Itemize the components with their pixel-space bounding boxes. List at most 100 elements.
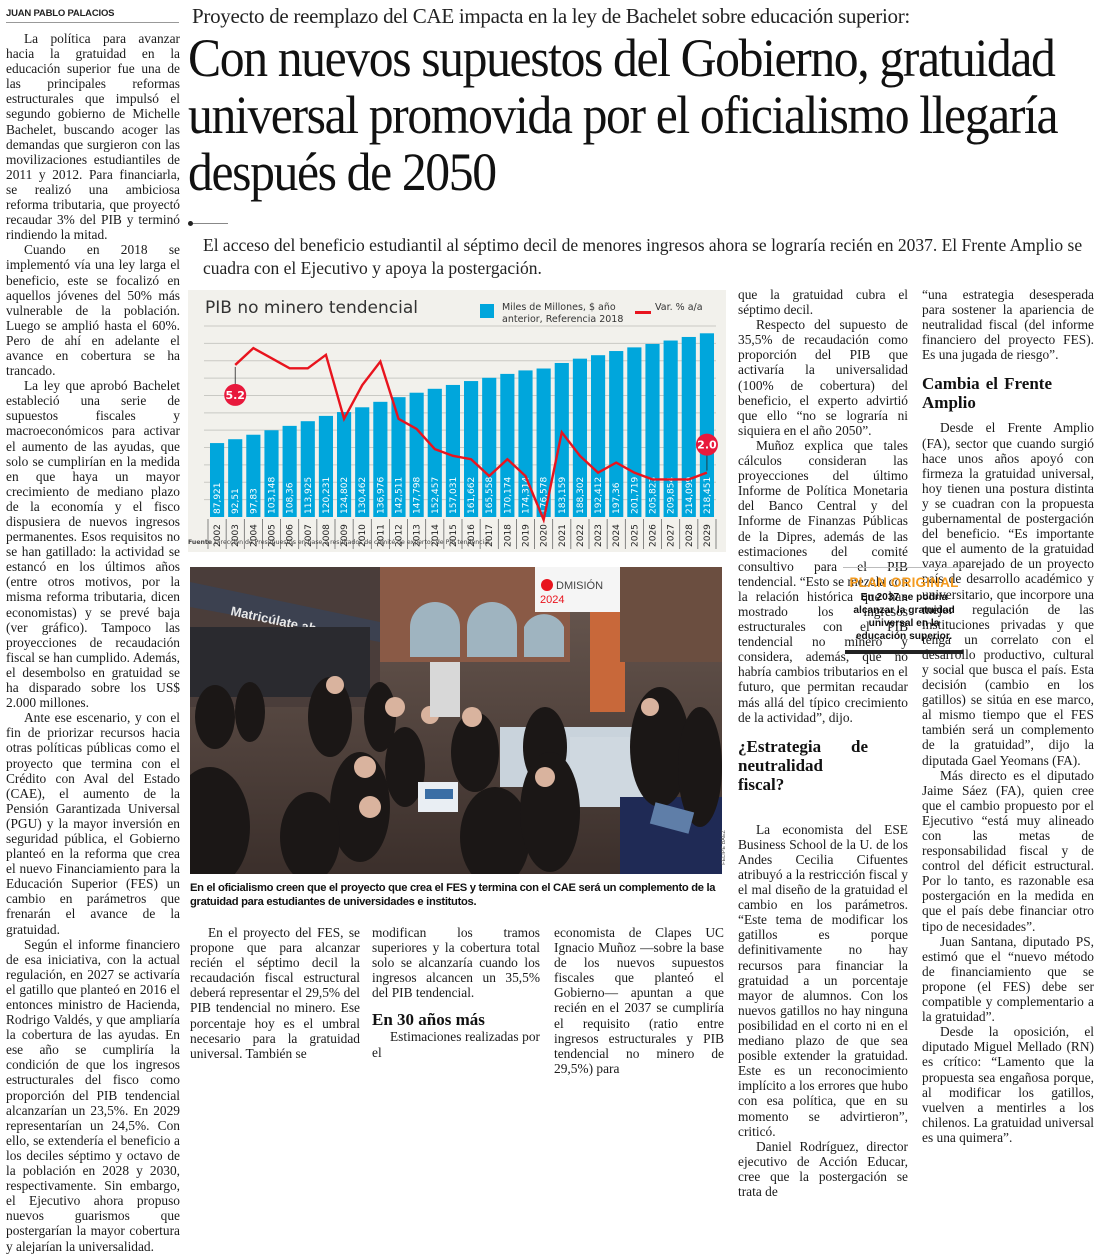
x-tick-label: 2015 bbox=[449, 524, 459, 547]
bar-value-label: 97,83 bbox=[249, 488, 259, 514]
paragraph: Cuando en 2018 se implementó vía una ley… bbox=[6, 242, 180, 379]
bar bbox=[609, 351, 624, 517]
bar bbox=[336, 412, 352, 517]
bar bbox=[590, 355, 606, 517]
photo-caption: En el oficialismo creen que el proyecto … bbox=[190, 882, 716, 908]
x-tick-label: 2028 bbox=[685, 524, 695, 547]
bar bbox=[355, 407, 370, 517]
paragraph: La economista del ESE Business School de… bbox=[738, 821, 908, 1139]
bar bbox=[572, 358, 588, 517]
bar bbox=[536, 368, 551, 517]
callout-title: PLAN ORIGINAL bbox=[849, 575, 959, 590]
bar-value-label: 183,159 bbox=[558, 477, 568, 514]
bar bbox=[427, 388, 442, 517]
x-tick-label: 2014 bbox=[431, 524, 441, 547]
x-tick-label: 2018 bbox=[503, 524, 513, 547]
bar-value-label: 136,976 bbox=[376, 477, 386, 514]
paragraph: La política para avanzar hacia la gratui… bbox=[6, 31, 180, 243]
x-tick-label: 2019 bbox=[522, 524, 532, 547]
legend-bar-label: Miles de Millones, $ año anterior, Refer… bbox=[502, 302, 624, 325]
bar bbox=[681, 336, 696, 517]
bar bbox=[500, 373, 515, 517]
subhead-estrategia: ¿Estrategia de neutralidad fiscal? bbox=[738, 736, 868, 794]
x-tick-label: 2017 bbox=[485, 524, 495, 547]
bar bbox=[246, 434, 261, 517]
paragraph: “una estrategia desesperada para sostene… bbox=[922, 287, 1094, 363]
bar-value-label: 161,662 bbox=[467, 477, 477, 514]
bar bbox=[282, 425, 297, 517]
paragraph: Ante ese escenario, y con el fin de prio… bbox=[6, 710, 180, 937]
x-tick-label: 2011 bbox=[376, 524, 386, 547]
kicker: Proyecto de reemplazo del CAE impacta en… bbox=[192, 4, 910, 28]
chart-title: PIB no minero tendencial bbox=[205, 298, 418, 318]
bar-value-label: 108,36 bbox=[286, 482, 296, 514]
x-tick-label: 2016 bbox=[467, 524, 477, 547]
paragraph: Desde el Frente Amplio (FA), sector que … bbox=[922, 420, 1094, 768]
bar-value-label: 201,719 bbox=[630, 477, 640, 514]
subhead-frente-amplio: Cambia el Frente Amplio bbox=[922, 374, 1052, 413]
bar-value-label: 147,798 bbox=[413, 477, 423, 514]
x-tick-label: 2006 bbox=[286, 524, 296, 547]
x-tick-label: 2021 bbox=[558, 524, 568, 547]
photo-credit: FELIPE BÁEZ bbox=[721, 830, 727, 865]
x-tick-label: 2010 bbox=[358, 524, 368, 547]
bar bbox=[554, 362, 569, 517]
bar bbox=[699, 333, 715, 517]
x-tick-label: 2004 bbox=[249, 524, 259, 547]
photo-illustration: Matricúlate ahora DMISIÓN 2024 bbox=[190, 567, 722, 874]
paragraph: Muñoz explica que tales cálculos conside… bbox=[738, 437, 908, 725]
annotation-label: 5.2 bbox=[225, 389, 245, 402]
bar bbox=[463, 381, 479, 517]
deck: El acceso del beneficio estudiantil al s… bbox=[203, 235, 1083, 278]
x-tick-label: 2020 bbox=[540, 524, 550, 547]
paragraph: economista de Clapes UC Ignacio Muñoz —s… bbox=[554, 925, 724, 1076]
paragraph: Desde la oposición, el diputado Miguel M… bbox=[922, 1024, 1094, 1145]
byline: JUAN PABLO PALACIOS bbox=[6, 8, 179, 23]
x-tick-label: 2008 bbox=[322, 524, 332, 547]
bar-value-label: 124,802 bbox=[340, 477, 350, 514]
bar bbox=[409, 392, 424, 517]
x-tick-label: 2009 bbox=[340, 524, 350, 547]
decorative-rule bbox=[188, 221, 228, 226]
x-tick-label: 2027 bbox=[667, 524, 677, 547]
legend-line-swatch bbox=[635, 311, 651, 314]
x-tick-label: 2012 bbox=[395, 524, 405, 547]
chart-source: Fuente Dirección de Presupuestos en base… bbox=[188, 539, 492, 546]
subhead-30-anos: En 30 años más bbox=[372, 1010, 485, 1030]
x-tick-label: 2005 bbox=[268, 524, 278, 547]
bar bbox=[228, 439, 243, 517]
bar-value-label: 152,457 bbox=[431, 477, 441, 514]
bar bbox=[318, 415, 334, 517]
x-tick-label: 2023 bbox=[594, 524, 604, 547]
bar bbox=[373, 401, 388, 517]
article-column-2: En el proyecto del FES, se propone que p… bbox=[190, 925, 360, 1061]
x-tick-label: 2002 bbox=[213, 524, 223, 547]
bar-value-label: 157,031 bbox=[449, 477, 459, 514]
x-tick-label: 2013 bbox=[413, 524, 423, 547]
callout-text: En 2037 se podría alcanzar la gratuidad … bbox=[853, 592, 955, 642]
bar-value-label: 209,854 bbox=[667, 477, 677, 514]
bar-value-label: 214,099 bbox=[685, 477, 695, 514]
x-tick-label: 2007 bbox=[304, 524, 314, 547]
bar bbox=[482, 377, 497, 517]
headline: Con nuevos supuestos del Gobierno, gratu… bbox=[188, 28, 1059, 202]
bar-value-label: 87,921 bbox=[213, 483, 223, 515]
chart: PIB no minero tendencial Miles de Millon… bbox=[188, 290, 726, 552]
chart-plot: 87,921 2002 92,51 2003 97,83 2004 103,148 2005 1… bbox=[204, 325, 718, 549]
source-text: Dirección de Presupuestos en base a resu… bbox=[214, 539, 492, 546]
bar-value-label: 192,412 bbox=[594, 477, 604, 514]
legend-bar-swatch bbox=[480, 304, 494, 318]
bar bbox=[645, 343, 660, 517]
bar bbox=[391, 397, 406, 517]
sign-admision: DMISIÓN bbox=[556, 579, 603, 592]
source-label: Fuente bbox=[188, 539, 213, 546]
paragraph: que la gratuidad cubra el séptimo decil. bbox=[738, 287, 908, 318]
annotation-badge bbox=[695, 433, 718, 456]
bar bbox=[445, 384, 461, 517]
bar-value-label: 174,314 bbox=[522, 477, 532, 514]
article-column-5: “una estrategia desesperada para sostene… bbox=[922, 287, 1094, 1145]
paragraph: Según el informe financiero de esa inici… bbox=[6, 936, 180, 1254]
bar-value-label: 170,174 bbox=[503, 477, 513, 514]
legend-line-label: Var. % a/a bbox=[655, 302, 703, 313]
callout-rule bbox=[845, 650, 963, 654]
